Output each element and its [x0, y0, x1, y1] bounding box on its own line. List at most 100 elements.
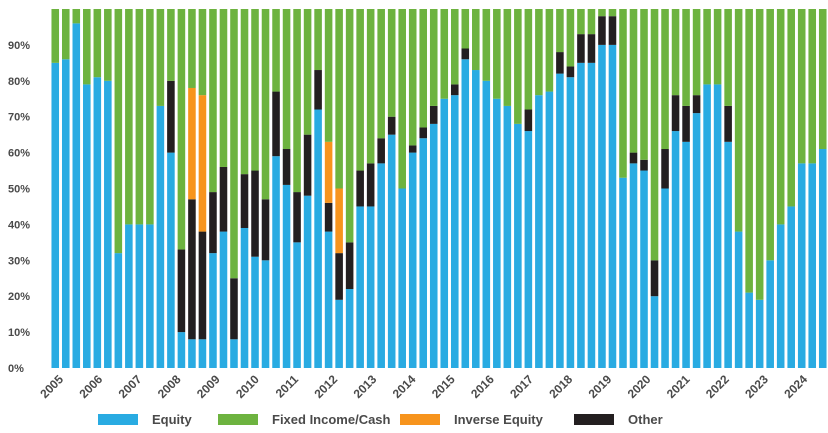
bar-segment-equity [230, 339, 238, 368]
bar-segment-fixed [776, 9, 785, 225]
legend-swatch-equity [98, 414, 138, 425]
bar-segment-fixed [450, 9, 459, 85]
bar-segment-fixed [209, 9, 217, 193]
bar-segment-equity [377, 163, 385, 368]
bar-segment-equity [440, 98, 449, 368]
x-tick-label: 2024 [781, 372, 810, 401]
bar-segment-equity [314, 109, 322, 369]
bar-segment-fixed [387, 9, 396, 117]
bar-segment-fixed [703, 9, 711, 85]
bar-segment-other [356, 170, 364, 207]
bar-segment-other [724, 105, 732, 142]
y-tick-label: 20% [8, 291, 30, 303]
bar-segment-fixed [503, 9, 512, 106]
bar-segment-equity [545, 91, 554, 368]
x-tick-label: 2020 [625, 372, 654, 401]
x-tick-label: 2007 [116, 372, 145, 401]
bar-segment-fixed [398, 9, 406, 189]
bar-segment-fixed [240, 9, 249, 175]
bar-segment-equity [125, 224, 133, 368]
bar-segment-other [251, 170, 259, 257]
bar-segment-other [556, 52, 564, 74]
bar-segment-other [377, 138, 385, 164]
bar-segment-equity [240, 227, 249, 368]
bar-segment-equity [640, 170, 648, 368]
bar-segment-fixed [566, 9, 575, 67]
bar-segment-equity [335, 299, 343, 368]
bar-segment-equity [619, 177, 627, 368]
legend-swatch-other [574, 414, 614, 425]
bar-segment-fixed [440, 9, 449, 99]
bar-segment-other [366, 163, 375, 207]
bar-segment-fixed [93, 9, 102, 78]
bar-segment-fixed [661, 9, 669, 150]
bar-segment-other [240, 174, 249, 228]
bar-segment-fixed [598, 9, 606, 17]
y-tick-label: 30% [8, 255, 30, 267]
bar-segment-equity [324, 231, 333, 368]
bar-segment-equity [303, 195, 312, 368]
bar-segment-other [429, 105, 438, 124]
bar-segment-fixed [314, 9, 322, 71]
bar-segment-fixed [535, 9, 543, 96]
bar-segment-other [303, 134, 312, 196]
bar-segment-other [598, 16, 606, 45]
bar-segment-equity [808, 163, 817, 368]
bar-segment-other [209, 192, 217, 254]
bar-segment-equity [72, 23, 81, 369]
x-tick-label: 2008 [155, 372, 184, 401]
bar-segment-equity [703, 84, 711, 368]
bar-segment-other [671, 95, 680, 132]
bar-segment-other [587, 34, 596, 63]
bar-segment-equity [734, 231, 743, 368]
y-tick-label: 60% [8, 148, 30, 160]
bar-segment-equity [724, 141, 732, 368]
bar-segment-equity [114, 253, 123, 368]
bar-segment-fixed [429, 9, 438, 106]
bar-segment-other [293, 192, 301, 243]
legend-swatch-fixed-income [218, 414, 258, 425]
bar-segment-equity [261, 260, 270, 368]
bar-segment-other [335, 253, 343, 300]
bar-segment-fixed [272, 9, 280, 92]
stacked-bar-chart: 0% 10% 20% 30% 40% 50% 60% 70% 80% 90% 2005 2006 200… [8, 9, 827, 401]
bar-segment-fixed [345, 9, 354, 243]
x-tick-label: 2016 [468, 372, 497, 401]
bar-segment-equity [766, 260, 774, 368]
y-tick-label: 40% [8, 219, 30, 231]
bar-segment-fixed [797, 9, 806, 164]
bar-segment-equity [598, 44, 606, 369]
bar-segment-other [419, 127, 428, 139]
x-tick-label: 2018 [546, 372, 575, 401]
x-tick-label: 2014 [390, 372, 419, 401]
bar-segment-equity [482, 80, 491, 369]
x-tick-label: 2021 [664, 372, 693, 401]
bar-segment-other [272, 91, 280, 157]
bar-segment-other [177, 249, 186, 333]
bar-segment-equity [671, 131, 680, 368]
bar-segment-other [682, 105, 690, 142]
bar-segment-fixed [408, 9, 417, 146]
bar-segment-fixed [608, 9, 617, 17]
y-tick-label: 0% [8, 363, 24, 375]
bar-segment-fixed [335, 9, 343, 189]
bar-segment-fixed [51, 9, 60, 63]
bar-segment-fixed [524, 9, 533, 110]
bar-segment-equity [682, 141, 690, 368]
bar-segment-equity [503, 105, 512, 369]
bar-segment-equity [177, 332, 186, 368]
bar-segment-equity [818, 149, 827, 368]
bar-segment-equity [713, 84, 722, 368]
bar-segment-fixed [640, 9, 648, 160]
x-tick-label: 2013 [351, 372, 380, 401]
bar-segment-other [640, 159, 648, 171]
bar-segment-equity [493, 98, 501, 368]
bar-segment-inverse [198, 95, 207, 232]
y-tick-label: 90% [8, 40, 30, 52]
legend-item-other: Other [574, 412, 663, 427]
bar-segment-equity [282, 184, 291, 368]
bar-segment-inverse [335, 188, 343, 254]
bar-segment-equity [293, 242, 301, 368]
bar-segment-other [282, 149, 291, 185]
